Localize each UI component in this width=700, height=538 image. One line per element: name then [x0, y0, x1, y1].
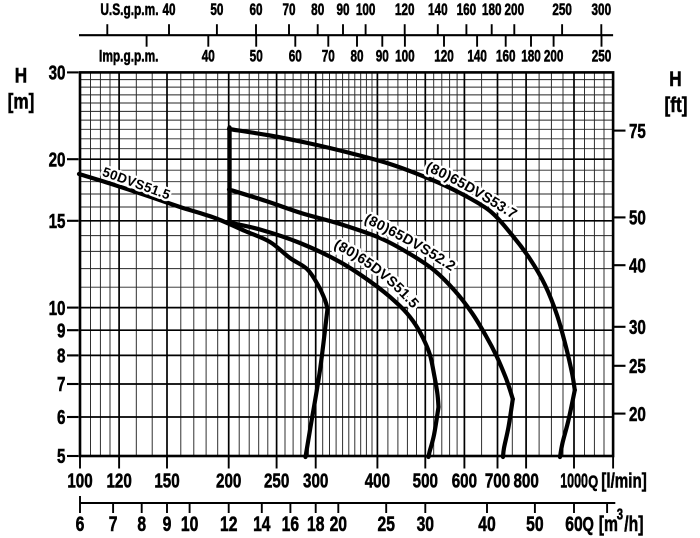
svg-text:150: 150: [154, 469, 179, 492]
svg-text:20: 20: [330, 512, 347, 536]
svg-text:180: 180: [521, 48, 541, 66]
svg-text:8: 8: [57, 344, 65, 367]
svg-text:60: 60: [249, 1, 262, 19]
svg-text:180: 180: [482, 1, 502, 19]
svg-text:40: 40: [202, 48, 215, 66]
svg-text:Q: Q: [583, 513, 594, 536]
svg-text:[ft]: [ft]: [665, 93, 688, 117]
svg-text:50: 50: [250, 48, 263, 66]
svg-text:60: 60: [289, 48, 302, 66]
svg-text:140: 140: [467, 48, 487, 66]
svg-text:80: 80: [311, 1, 324, 19]
svg-text:/h]: /h]: [624, 512, 643, 536]
svg-text:100: 100: [356, 1, 376, 19]
svg-text:30: 30: [629, 316, 646, 339]
svg-text:[l/min]: [l/min]: [601, 469, 646, 492]
svg-text:120: 120: [395, 1, 415, 19]
svg-text:200: 200: [216, 469, 241, 492]
svg-text:U.S.g.p.m.: U.S.g.p.m.: [100, 1, 158, 19]
svg-text:1000: 1000: [560, 469, 588, 492]
svg-text:12: 12: [220, 512, 237, 536]
svg-text:100: 100: [67, 469, 92, 492]
svg-text:250: 250: [592, 48, 612, 66]
svg-text:9: 9: [57, 319, 65, 342]
svg-text:25: 25: [629, 355, 646, 378]
svg-text:40: 40: [629, 254, 646, 277]
svg-text:H: H: [669, 67, 681, 91]
svg-text:75: 75: [629, 120, 646, 143]
svg-text:140: 140: [428, 1, 448, 19]
svg-text:160: 160: [496, 48, 516, 66]
svg-text:60: 60: [565, 512, 582, 536]
svg-text:50: 50: [526, 512, 543, 536]
svg-text:70: 70: [322, 48, 335, 66]
svg-text:18: 18: [307, 512, 324, 536]
svg-text:16: 16: [282, 512, 299, 536]
svg-text:H: H: [15, 64, 27, 88]
svg-text:40: 40: [162, 1, 175, 19]
svg-text:500: 500: [413, 469, 438, 492]
svg-text:7: 7: [109, 512, 118, 536]
svg-text:30: 30: [417, 512, 434, 536]
svg-text:6: 6: [76, 512, 85, 536]
svg-text:300: 300: [592, 1, 612, 19]
svg-text:8: 8: [137, 512, 146, 536]
svg-text:80: 80: [350, 48, 363, 66]
svg-text:10: 10: [181, 512, 198, 536]
svg-text:70: 70: [282, 1, 295, 19]
svg-text:20: 20: [629, 403, 646, 426]
svg-text:30: 30: [49, 61, 66, 84]
svg-text:50: 50: [210, 1, 223, 19]
svg-text:250: 250: [552, 1, 572, 19]
svg-text:200: 200: [544, 48, 564, 66]
svg-text:160: 160: [457, 1, 477, 19]
svg-text:[m]: [m]: [8, 90, 35, 114]
svg-text:15: 15: [49, 210, 66, 233]
svg-text:10: 10: [49, 297, 66, 320]
svg-text:120: 120: [434, 48, 454, 66]
svg-text:[m: [m: [599, 512, 618, 536]
svg-text:600: 600: [452, 469, 477, 492]
svg-text:200: 200: [505, 1, 525, 19]
svg-text:6: 6: [57, 406, 65, 429]
svg-text:250: 250: [264, 469, 289, 492]
svg-text:7: 7: [57, 373, 65, 396]
svg-text:40: 40: [478, 512, 495, 536]
svg-text:9: 9: [163, 512, 172, 536]
svg-text:14: 14: [253, 512, 271, 536]
svg-text:400: 400: [365, 469, 390, 492]
svg-text:20: 20: [49, 148, 66, 171]
svg-text:800: 800: [513, 469, 538, 492]
svg-text:Imp.g.p.m.: Imp.g.p.m.: [99, 48, 158, 66]
svg-text:700: 700: [485, 469, 510, 492]
svg-text:5: 5: [57, 445, 65, 468]
svg-text:3: 3: [617, 506, 624, 523]
svg-text:Q: Q: [588, 472, 598, 491]
svg-text:300: 300: [303, 469, 328, 492]
svg-text:90: 90: [336, 1, 349, 19]
svg-text:100: 100: [395, 48, 415, 66]
svg-text:25: 25: [377, 512, 394, 536]
svg-text:90: 90: [376, 48, 389, 66]
svg-text:50: 50: [629, 206, 646, 229]
svg-text:120: 120: [106, 469, 131, 492]
